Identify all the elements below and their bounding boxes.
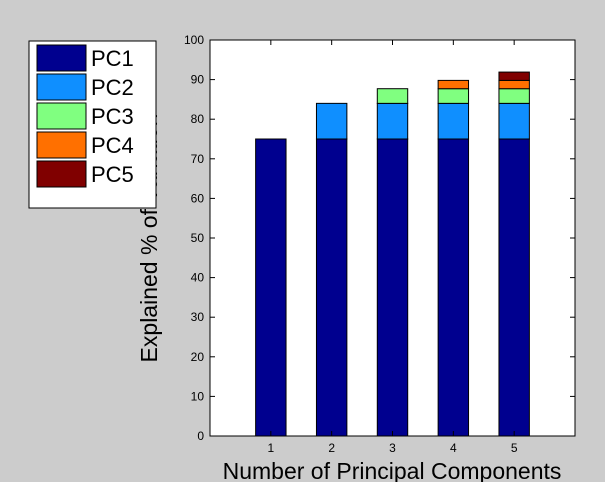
y-tick-label: 90: [191, 73, 205, 87]
x-tick-label: 2: [328, 441, 335, 455]
bar-pc4-4: [437, 79, 470, 90]
bar-pc3-3: [376, 88, 409, 104]
legend-swatch-pc5: [36, 160, 87, 188]
x-tick-label: 5: [511, 441, 518, 455]
y-tick-label: 20: [191, 350, 205, 364]
bars: [255, 71, 530, 437]
y-axis: 0 10 20 30 40 50 60 70 80 90 100: [184, 33, 575, 443]
y-tick-label: 50: [191, 231, 205, 245]
bar-pc2-3: [376, 102, 409, 140]
bar-pc1-2: [315, 138, 348, 437]
legend-swatch-pc2: [36, 73, 87, 101]
bar-pc3-5: [498, 88, 530, 104]
y-tick-label: 40: [191, 271, 205, 285]
legend-label-pc5: PC5: [91, 162, 134, 187]
legend-label-pc3: PC3: [91, 104, 134, 129]
bar-pc1-4: [437, 138, 470, 437]
bar-pc1-3: [376, 138, 409, 437]
bar-pc3-4: [437, 88, 470, 104]
legend-swatch-pc4: [36, 131, 87, 159]
bar-pc1-1: [255, 138, 287, 437]
bar-pc2-5: [498, 102, 530, 140]
y-tick-label: 80: [191, 112, 205, 126]
x-tick-label: 4: [450, 441, 457, 455]
bar-pc2-2: [315, 102, 348, 140]
bar-pc4-5: [498, 79, 530, 90]
bar-pc1-5: [498, 138, 530, 437]
x-tick-label: 1: [267, 441, 274, 455]
legend-swatch-pc1: [36, 44, 87, 72]
y-tick-label: 100: [184, 33, 204, 47]
y-tick-label: 60: [191, 191, 205, 205]
legend-label-pc4: PC4: [91, 133, 134, 158]
bar-pc2-4: [437, 102, 470, 140]
x-tick-label: 3: [389, 441, 396, 455]
legend: PC1 PC2 PC3 PC4 PC5: [28, 40, 157, 209]
y-tick-label: 10: [191, 389, 205, 403]
y-tick-label: 30: [191, 310, 205, 324]
x-axis: 1 2 3 4 5: [267, 40, 518, 455]
y-tick-label: 0: [197, 429, 204, 443]
legend-label-pc1: PC1: [91, 46, 134, 71]
bar-pc5-5: [498, 71, 530, 81]
x-axis-label: Number of Principal Components: [223, 458, 562, 482]
y-tick-label: 70: [191, 152, 205, 166]
legend-swatch-pc3: [36, 102, 87, 130]
legend-label-pc2: PC2: [91, 75, 134, 100]
